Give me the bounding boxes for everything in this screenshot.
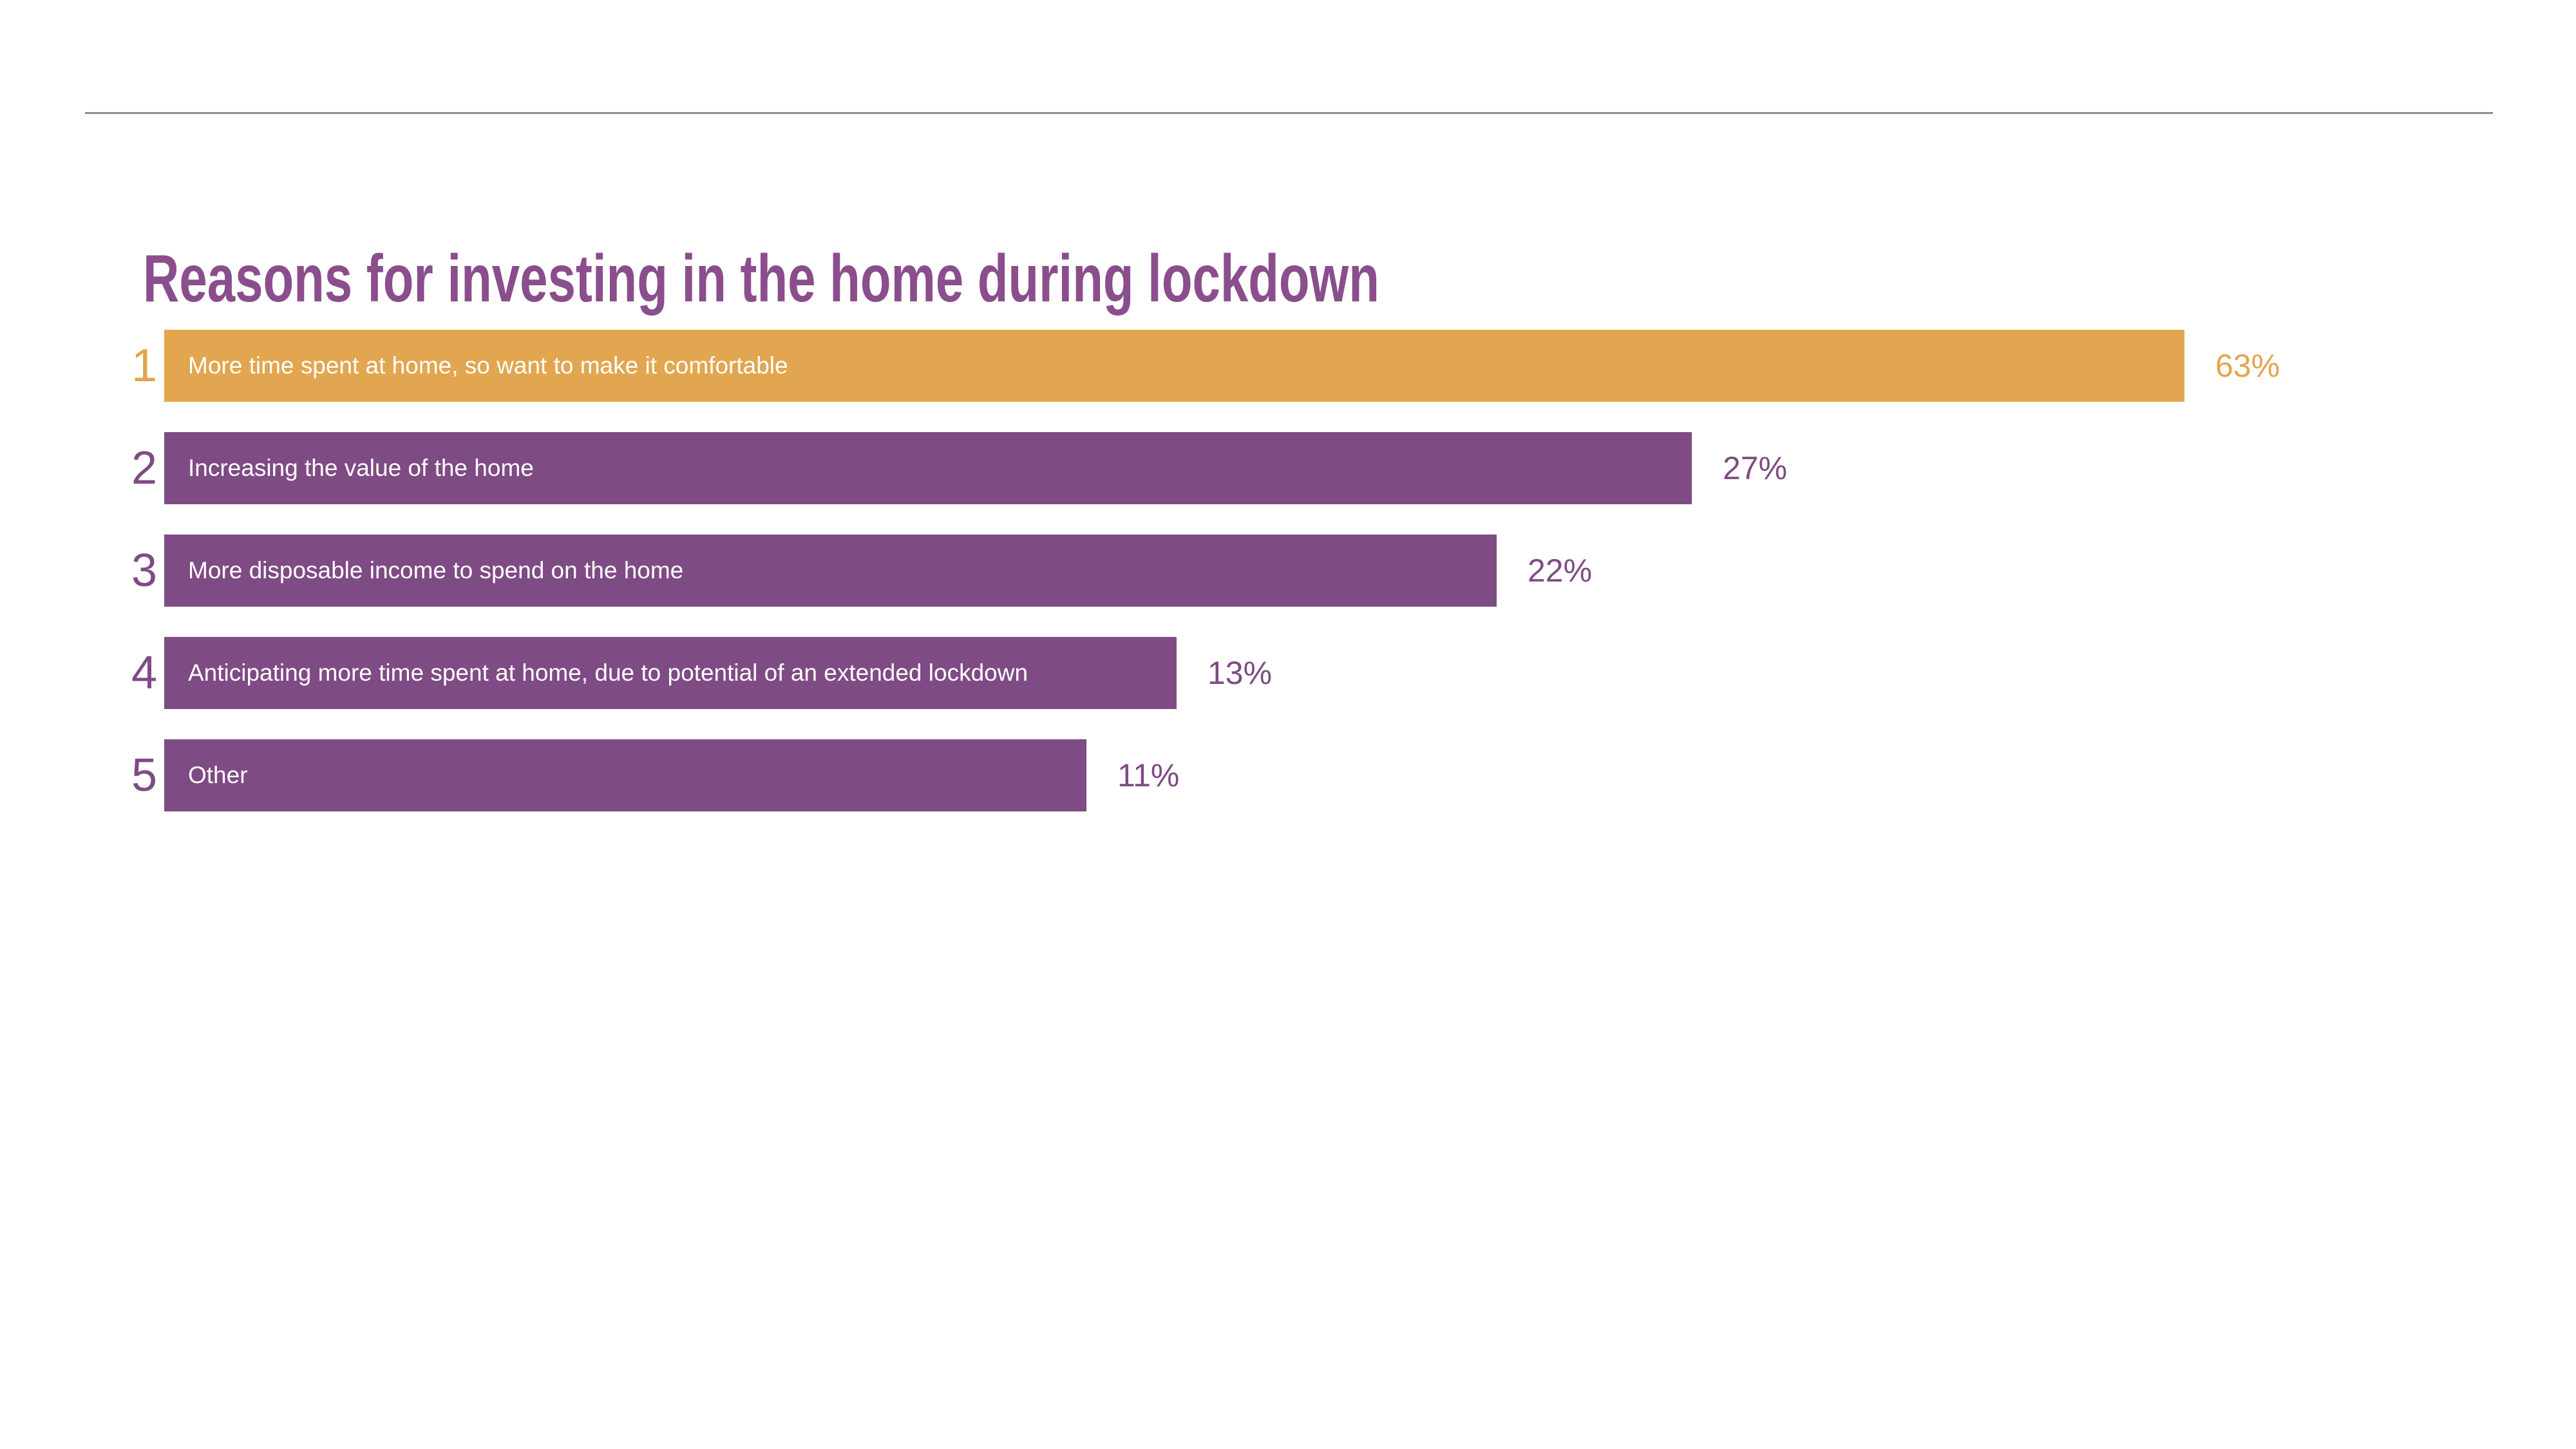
bar: Increasing the value of the home — [164, 432, 1692, 504]
rank-label: 5 — [131, 750, 157, 801]
value-label: 11% — [1117, 757, 1180, 793]
chart-row: 2 Increasing the value of the home 27% — [0, 432, 2576, 504]
bar: More disposable income to spend on the h… — [164, 535, 1497, 607]
value-label: 63% — [2215, 348, 2280, 384]
chart-row: 5 Other 11% — [0, 739, 2576, 811]
bar: Anticipating more time spent at home, du… — [164, 637, 1177, 709]
bar-label: More disposable income to spend on the h… — [188, 557, 684, 583]
value-label: 13% — [1208, 655, 1273, 691]
divider-line — [85, 112, 2493, 114]
rank-label: 1 — [131, 340, 157, 392]
value-label: 22% — [1528, 553, 1593, 589]
value-label: 27% — [1723, 450, 1788, 486]
bar-label: Increasing the value of the home — [188, 455, 534, 481]
rank-label: 2 — [131, 442, 157, 494]
chart-row: 1 More time spent at home, so want to ma… — [0, 330, 2576, 402]
rank-label: 4 — [131, 647, 157, 699]
chart-title: Reasons for investing in the home during… — [143, 241, 1379, 316]
bar: Other — [164, 739, 1086, 811]
bar-label: Other — [188, 762, 248, 788]
rank-label: 3 — [131, 545, 157, 596]
chart-row: 4 Anticipating more time spent at home, … — [0, 637, 2576, 709]
bar-label: More time spent at home, so want to make… — [188, 352, 788, 379]
bar-label: Anticipating more time spent at home, du… — [188, 659, 1028, 686]
bar: More time spent at home, so want to make… — [164, 330, 2184, 402]
chart-row: 3 More disposable income to spend on the… — [0, 535, 2576, 607]
